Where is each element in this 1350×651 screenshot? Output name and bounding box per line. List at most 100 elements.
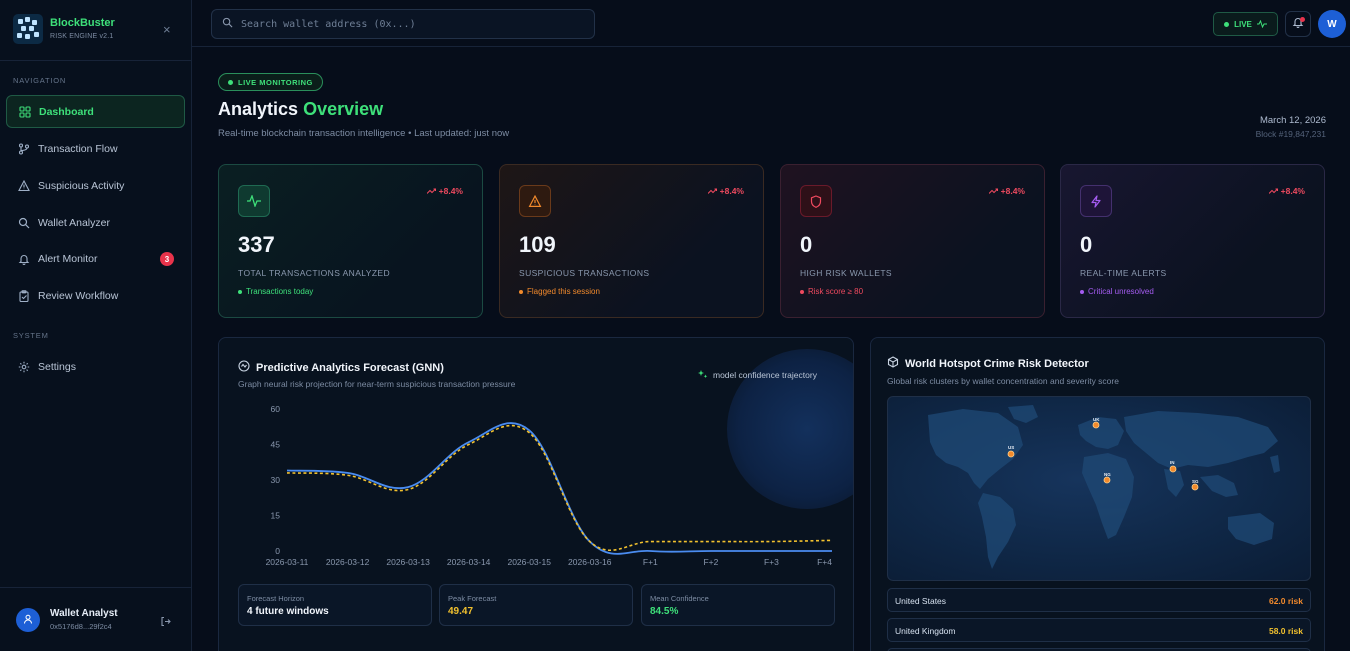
live-label: LIVE <box>1234 19 1252 29</box>
country-risk: 58.0 risk <box>1268 626 1303 636</box>
logout-icon[interactable] <box>160 614 171 632</box>
stat-label: REAL-TIME ALERTS <box>1080 268 1167 278</box>
hotspot-label-ng: NG <box>1104 472 1111 477</box>
stat-value: 109 <box>519 232 556 257</box>
git-branch-icon <box>17 142 30 155</box>
forecast-chart: 0 15 30 45 60 2026-03-11 2026-03-12 2026-03-13 2… <box>266 404 833 567</box>
live-monitoring-badge: LIVE MONITORING <box>218 73 323 91</box>
stat-note: Critical unresolved <box>1080 287 1154 296</box>
sparkle-icon <box>698 369 708 381</box>
stat-change: +8.4% <box>1268 186 1305 196</box>
world-map-svg <box>928 405 1280 569</box>
page-title-highlight: Overview <box>303 99 384 119</box>
clipboard-check-icon <box>17 289 30 302</box>
live-status-button[interactable]: LIVE <box>1213 12 1278 36</box>
metric-forecast-horizon: Forecast Horizon 4 future windows <box>238 584 432 626</box>
stat-card-suspicious-transactions[interactable]: +8.4% 109 SUSPICIOUS TRANSACTIONS Flagge… <box>499 164 764 318</box>
stat-card-high-risk-wallets[interactable]: +8.4% 0 HIGH RISK WALLETS Risk score ≥ 8… <box>780 164 1045 318</box>
brand: BlockBuster RISK ENGINE v2.1 × <box>0 0 191 61</box>
current-date: March 12, 2026 <box>1259 115 1326 126</box>
sidebar-item-label: Review Workflow <box>38 289 119 302</box>
y-tick-label: 60 <box>271 404 281 414</box>
sidebar-item-review-workflow[interactable]: Review Workflow <box>6 279 185 312</box>
gear-icon <box>17 360 30 373</box>
country-name: United Kingdom <box>895 626 956 636</box>
x-tick-label: 2026-03-12 <box>326 557 370 567</box>
user-name: Wallet Analyst <box>50 608 118 619</box>
avatar[interactable]: W <box>1318 10 1346 38</box>
search-box[interactable] <box>211 9 595 39</box>
lightning-icon <box>1080 185 1112 217</box>
x-tick-label: F+4 <box>817 557 832 567</box>
stat-value: 337 <box>238 232 275 257</box>
hotspot-marker-uk <box>1092 421 1100 429</box>
x-tick-label: F+3 <box>764 557 779 567</box>
sidebar-item-suspicious-activity[interactable]: Suspicious Activity <box>6 169 185 202</box>
user-profile: Wallet Analyst 0x5176d8...29f2c4 <box>0 587 191 651</box>
x-tick-label: 2026-03-11 <box>266 557 309 567</box>
top-bar: LIVE W <box>192 0 1350 47</box>
country-risk-row[interactable]: United Kingdom 58.0 risk <box>887 618 1311 642</box>
sidebar-item-settings[interactable]: Settings <box>6 350 185 383</box>
search-icon <box>17 216 30 229</box>
hotspot-label-sg: SG <box>1192 479 1199 484</box>
search-input[interactable] <box>241 18 571 30</box>
stat-card-total-transactions[interactable]: +8.4% 337 TOTAL TRANSACTIONS ANALYZED Tr… <box>218 164 483 318</box>
stat-note: Flagged this session <box>519 287 600 296</box>
bell-icon <box>1292 15 1304 33</box>
country-risk: 62.0 risk <box>1268 596 1303 606</box>
sidebar-item-wallet-analyzer[interactable]: Wallet Analyzer <box>6 206 185 239</box>
forecast-title-text: Predictive Analytics Forecast (GNN) <box>256 361 444 374</box>
sidebar-item-label: Settings <box>38 360 76 373</box>
stat-note-text: Transactions today <box>246 287 314 296</box>
stat-card-realtime-alerts[interactable]: +8.4% 0 REAL-TIME ALERTS Critical unreso… <box>1060 164 1325 318</box>
sidebar-item-label: Dashboard <box>39 105 94 118</box>
hotspot-marker-sg <box>1191 483 1199 491</box>
x-tick-label: 2026-03-15 <box>507 557 551 567</box>
notifications-button[interactable] <box>1285 11 1311 37</box>
x-tick-label: 2026-03-13 <box>386 557 430 567</box>
metric-label: Forecast Horizon <box>247 594 305 603</box>
sidebar-item-alert-monitor[interactable]: Alert Monitor 3 <box>6 242 185 275</box>
metric-mean-confidence: Mean Confidence 84.5% <box>641 584 835 626</box>
sidebar-item-transaction-flow[interactable]: Transaction Flow <box>6 132 185 165</box>
close-sidebar-icon[interactable]: × <box>163 22 171 37</box>
y-tick-label: 30 <box>271 475 281 485</box>
stat-note-text: Critical unresolved <box>1088 287 1154 296</box>
world-map[interactable]: UK US NG IN SG <box>887 396 1311 581</box>
sidebar: BlockBuster RISK ENGINE v2.1 × NAVIGATIO… <box>0 0 192 651</box>
hotspot-markers <box>1007 421 1199 491</box>
hotspot-subtitle: Global risk clusters by wallet concentra… <box>887 376 1119 386</box>
stat-change-value: +8.4% <box>1000 186 1025 196</box>
hotspot-marker-ng <box>1103 476 1111 484</box>
warning-triangle-icon <box>519 185 551 217</box>
metric-value: 84.5% <box>650 606 679 617</box>
forecast-icon <box>238 360 250 375</box>
x-tick-label: F+1 <box>643 557 658 567</box>
date-block: March 12, 2026 Block #19,847,231 <box>1256 115 1326 139</box>
country-risk-row[interactable]: United States 62.0 risk <box>887 588 1311 612</box>
shield-icon <box>800 185 832 217</box>
cube-icon <box>887 356 899 371</box>
hotspot-label-uk: UK <box>1093 417 1100 422</box>
stat-change: +8.4% <box>426 186 463 196</box>
activity-icon <box>1256 15 1267 33</box>
sidebar-item-label: Suspicious Activity <box>38 179 125 192</box>
sidebar-item-label: Alert Monitor <box>38 252 98 265</box>
avatar[interactable] <box>16 608 40 632</box>
y-tick-label: 15 <box>271 511 281 521</box>
trending-up-icon <box>988 186 998 196</box>
page-title-prefix: Analytics <box>218 99 299 119</box>
brand-logo <box>13 14 43 44</box>
metric-label: Mean Confidence <box>650 594 709 603</box>
stat-label: SUSPICIOUS TRANSACTIONS <box>519 268 650 278</box>
stat-note: Transactions today <box>238 287 313 296</box>
block-number: Block #19,847,231 <box>1255 129 1326 139</box>
stat-label: HIGH RISK WALLETS <box>800 268 892 278</box>
system-section-label: SYSTEM <box>13 331 49 340</box>
stat-note: Risk score ≥ 80 <box>800 287 863 296</box>
grid-icon <box>18 105 31 118</box>
forecast-title: Predictive Analytics Forecast (GNN) <box>238 360 444 375</box>
y-tick-label: 0 <box>275 546 280 556</box>
sidebar-item-dashboard[interactable]: Dashboard <box>6 95 185 128</box>
